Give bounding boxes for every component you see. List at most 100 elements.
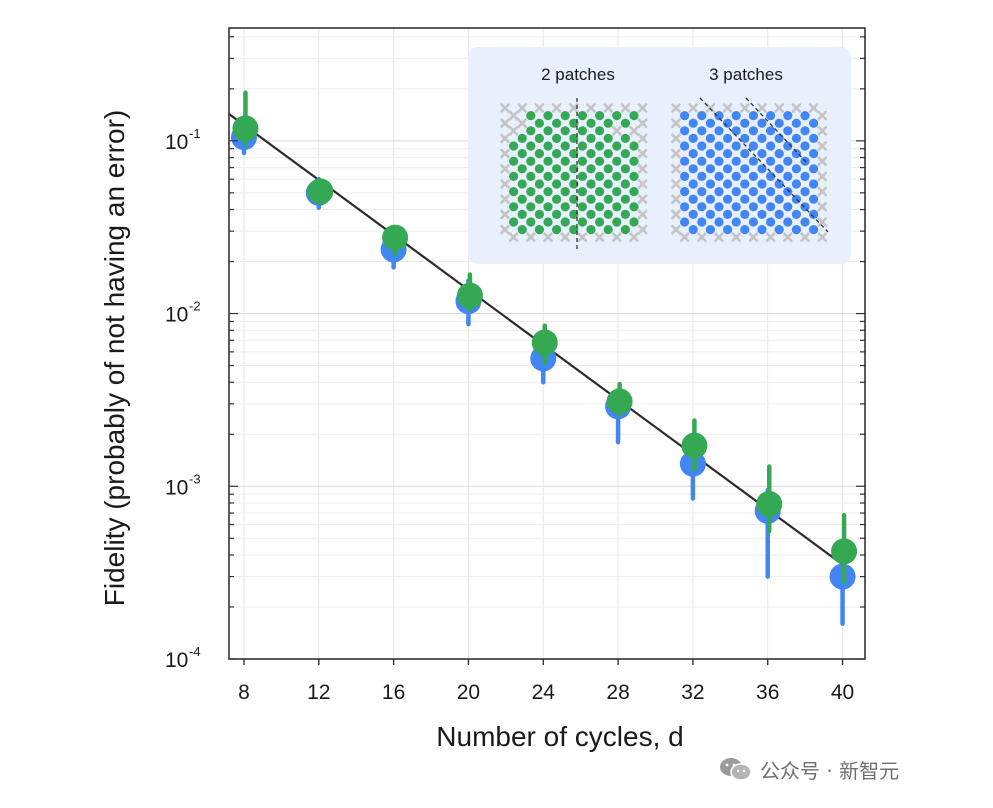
qubit-dot xyxy=(757,179,767,189)
inset-patches-diagram: 2 patches 3 patches xyxy=(468,47,851,264)
ancilla-cross xyxy=(748,232,759,242)
ancilla-cross xyxy=(808,103,819,113)
qubit-dot xyxy=(508,156,519,166)
qubit-dot xyxy=(612,156,622,166)
ancilla-cross xyxy=(817,126,827,136)
ancilla-cross xyxy=(671,179,681,189)
qubit-dot xyxy=(757,149,767,159)
qubit-dot xyxy=(774,118,784,128)
qubit-dot xyxy=(783,187,793,197)
qubit-dot xyxy=(791,179,802,189)
qubit-dot xyxy=(612,217,622,227)
ancilla-cross xyxy=(731,232,741,242)
ancilla-cross xyxy=(500,164,510,174)
qubit-dot xyxy=(748,126,759,136)
x-tick-label: 20 xyxy=(457,681,480,704)
qubit-dot xyxy=(800,111,810,121)
ancilla-cross xyxy=(612,232,622,242)
data-point xyxy=(681,432,708,459)
qubit-dot xyxy=(577,111,588,121)
ancilla-cross xyxy=(500,209,510,220)
qubit-dot xyxy=(688,149,698,159)
qubit-dot xyxy=(766,202,776,212)
qubit-dot xyxy=(586,118,596,128)
qubit-dot xyxy=(731,217,741,227)
qubit-dot xyxy=(517,149,527,159)
data-point xyxy=(307,178,334,205)
qubit-dot xyxy=(774,133,784,143)
qubit-dot xyxy=(629,156,639,166)
ancilla-cross xyxy=(688,103,698,113)
qubit-dot xyxy=(595,171,605,181)
qubit-dot xyxy=(809,194,819,204)
qubit-dot xyxy=(697,187,707,197)
ancilla-cross xyxy=(629,126,639,136)
qubit-dot xyxy=(757,209,767,219)
qubit-dot xyxy=(612,187,622,197)
qubit-dot xyxy=(569,118,579,128)
ancilla-cross xyxy=(500,194,510,204)
y-tick-label: 10 xyxy=(165,131,188,154)
ancilla-cross xyxy=(697,232,707,242)
qubit-dot xyxy=(731,126,741,136)
ancilla-cross xyxy=(817,156,827,166)
ancilla-cross xyxy=(637,103,648,113)
qubit-dot xyxy=(809,149,819,159)
qubit-dot xyxy=(688,133,698,143)
ancilla-cross xyxy=(671,224,681,235)
qubit-dot xyxy=(688,179,698,189)
x-tick-label: 36 xyxy=(756,681,779,704)
qubit-dot xyxy=(705,149,716,159)
qubit-dot xyxy=(526,141,536,151)
ancilla-cross xyxy=(500,103,510,113)
qubit-dot xyxy=(757,225,767,235)
qubit-dot xyxy=(603,164,613,174)
ancilla-cross xyxy=(714,232,724,242)
qubit-dot xyxy=(800,126,810,136)
qubit-dot xyxy=(697,126,707,136)
qubit-dot xyxy=(697,111,707,121)
ancilla-cross xyxy=(679,232,690,242)
qubit-dot xyxy=(526,111,536,121)
qubit-dot xyxy=(577,141,588,151)
qubit-dot xyxy=(534,118,545,128)
qubit-dot xyxy=(800,202,810,212)
qubit-dot xyxy=(569,133,579,143)
wechat-icon xyxy=(720,758,752,781)
qubit-dot xyxy=(723,179,733,189)
ancilla-cross xyxy=(637,118,648,128)
qubit-dot xyxy=(577,156,588,166)
ancilla-cross xyxy=(637,224,648,235)
qubit-dot xyxy=(740,149,750,159)
ancilla-cross xyxy=(800,232,810,242)
ancilla-cross xyxy=(637,209,648,220)
qubit-dot xyxy=(543,141,553,151)
x-axis-title: Number of cycles, d xyxy=(436,721,683,752)
qubit-dot xyxy=(534,133,545,143)
ancilla-cross xyxy=(671,164,681,174)
qubit-dot xyxy=(560,217,570,227)
qubit-dot xyxy=(577,187,588,197)
qubit-dot xyxy=(534,164,545,174)
ancilla-cross xyxy=(517,118,527,128)
qubit-dot xyxy=(560,141,570,151)
ancilla-cross xyxy=(637,194,648,204)
qubit-dot xyxy=(612,111,622,121)
qubit-dot xyxy=(740,164,750,174)
qubit-dot xyxy=(569,225,579,235)
qubit-dot xyxy=(791,209,802,219)
qubit-dot xyxy=(543,111,553,121)
qubit-dot xyxy=(603,194,613,204)
y-tick-exponent: -2 xyxy=(189,299,201,314)
qubit-dot xyxy=(620,149,631,159)
ancilla-cross xyxy=(637,179,648,189)
qubit-dot xyxy=(586,179,596,189)
qubit-dot xyxy=(569,179,579,189)
qubit-dot xyxy=(714,141,724,151)
ancilla-cross xyxy=(603,103,613,113)
qubit-dot xyxy=(534,179,545,189)
qubit-dot xyxy=(809,118,819,128)
data-point xyxy=(531,329,558,356)
qubit-dot xyxy=(740,209,750,219)
